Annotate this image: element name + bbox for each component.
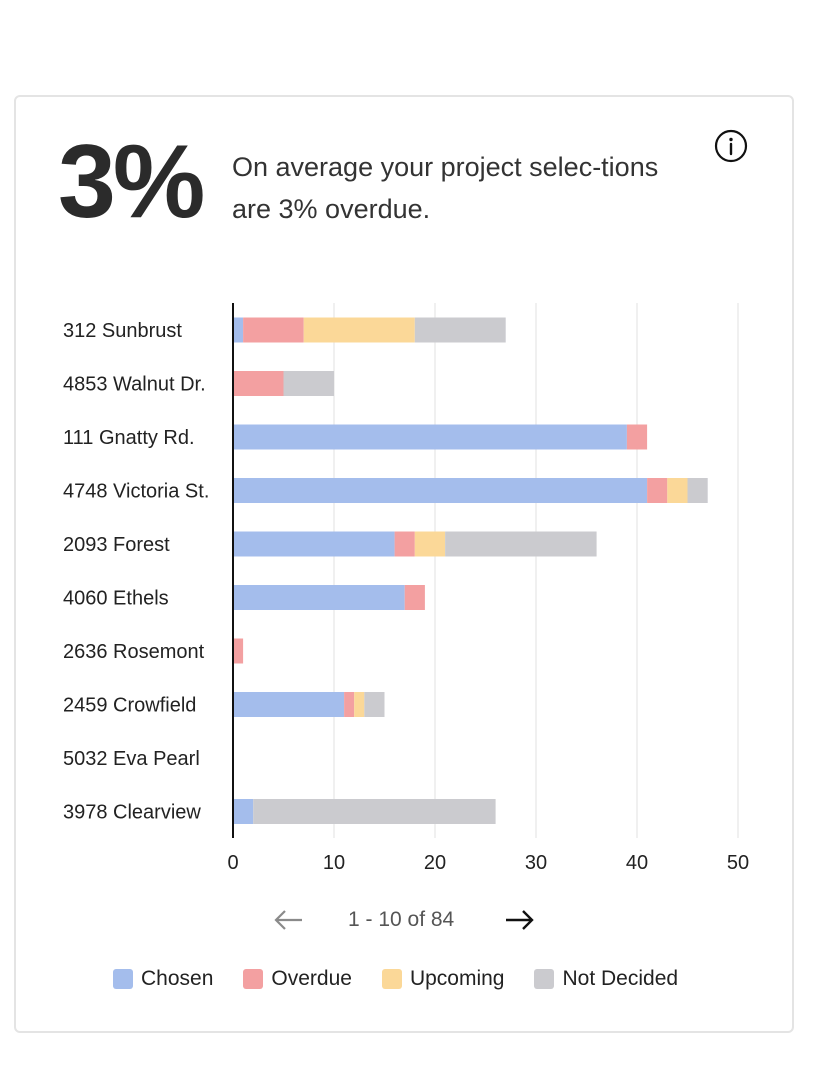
bar-segment-not-decided [283,371,334,396]
legend-label-overdue: Overdue [271,967,352,990]
category-label: 4748 Victoria St. [63,481,209,503]
bar-segment-chosen [233,531,395,557]
bar-segment-overdue [626,424,648,450]
info-circle-icon[interactable] [714,129,748,163]
x-tick-label-10: 10 [323,852,345,874]
bar-segment-chosen [233,478,648,503]
bar-segment-overdue [394,531,415,557]
x-tick-label-30: 30 [525,852,547,874]
bar-segment-not-decided [445,531,597,557]
legend-label-upcoming: Upcoming [409,967,505,990]
category-label: 2093 Forest [63,534,170,556]
bar-segment-upcoming [414,531,446,557]
pagination-label: 1 - 10 of 84 [348,908,455,931]
category-label: 111 Gnatty Rd. [63,427,195,449]
x-tick-label-0: 0 [227,852,238,874]
legend-swatch-not-decided [534,969,555,989]
overdue-summary-text: On average your project selec-tions are … [232,152,659,224]
category-label: 2459 Crowfield [63,695,196,717]
bar-segment-overdue [233,638,244,664]
category-label: 2636 Rosemont [63,641,205,663]
bar-segment-chosen [233,585,405,610]
x-tick-label-20: 20 [424,852,446,874]
arrow-left-icon[interactable] [270,902,306,938]
bar-segment-chosen [233,692,345,717]
category-label: 4853 Walnut Dr. [63,374,206,396]
category-label: 5032 Eva Pearl [63,748,200,770]
category-label: 312 Sunbrust [63,320,182,342]
bar-segment-chosen [233,799,254,824]
bar-segment-overdue [233,371,284,396]
legend-item-not-decided[interactable]: Not Decided [534,967,678,991]
legend-item-upcoming[interactable]: Upcoming [381,967,505,991]
stacked-bar-chart: 0 10 20 30 40 50 312 Sunbrust 4853 Walnut Dr. 11… [63,303,749,874]
bar-segment-overdue [344,692,355,717]
pagination: 1 - 10 of 84 [270,900,550,940]
overdue-summary-card [14,95,794,1033]
arrow-right-icon[interactable] [502,902,538,938]
legend-swatch-overdue [243,969,264,989]
bar-segment-overdue [243,317,304,343]
bar-segment-chosen [233,424,627,450]
category-label: 4060 Ethels [63,588,169,610]
bar-segment-not-decided [253,799,496,824]
bar-segment-not-decided [414,317,506,343]
x-tick-label-40: 40 [626,852,648,874]
overdue-percent: 3% [58,124,205,240]
bar-segment-overdue [404,585,425,610]
x-tick-label-50: 50 [727,852,749,874]
category-label: 3978 Clearview [63,802,201,824]
bar-segment-not-decided [364,692,385,717]
legend-swatch-upcoming [381,969,402,989]
legend-item-chosen[interactable]: Chosen [113,967,213,991]
chart-legend: Chosen Overdue Upcoming Not Decided [113,964,708,994]
bar-segment-not-decided [687,478,708,503]
legend-item-overdue[interactable]: Overdue [243,967,352,991]
bar-segment-upcoming [303,317,415,343]
legend-label-not-decided: Not Decided [562,967,679,990]
bar-segment-upcoming [667,478,688,503]
legend-swatch-chosen [113,969,133,989]
bar-segment-chosen [233,317,244,343]
legend-label-chosen: Chosen [141,967,214,990]
bar-segment-upcoming [354,692,365,717]
bar-segment-overdue [647,478,668,503]
